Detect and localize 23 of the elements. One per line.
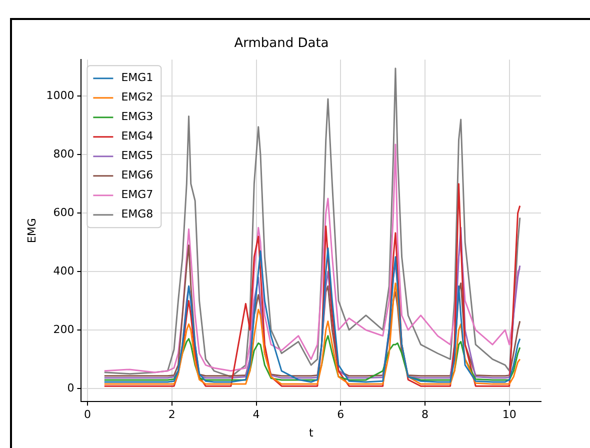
legend-label: EMG1	[121, 71, 154, 84]
y-tick-label: 400	[53, 264, 74, 278]
chart-title: Armband Data	[234, 36, 329, 52]
x-tick-label: 10	[502, 408, 516, 422]
legend-label: EMG7	[121, 188, 154, 202]
legend-label: EMG5	[121, 149, 154, 162]
y-axis-title: EMG	[25, 218, 38, 244]
legend-label: EMG6	[121, 168, 154, 182]
y-tick-label: 200	[53, 322, 74, 336]
x-tick-label: 2	[168, 408, 176, 422]
legend-label: EMG3	[121, 110, 154, 124]
x-tick-label: 0	[84, 408, 92, 422]
y-tick-label: 0	[67, 381, 74, 394]
x-tick-label: 6	[337, 408, 344, 422]
legend-label: EMG2	[121, 90, 154, 104]
legend-label: EMG4	[121, 130, 154, 143]
y-tick-label: 600	[53, 206, 74, 219]
y-tick-label: 800	[53, 147, 74, 160]
legend-label: EMG8	[121, 208, 154, 221]
x-tick-label: 8	[421, 408, 428, 422]
x-tick-label: 4	[252, 408, 260, 422]
y-tick-label: 1000	[46, 89, 74, 102]
x-axis-title: t	[308, 426, 314, 440]
